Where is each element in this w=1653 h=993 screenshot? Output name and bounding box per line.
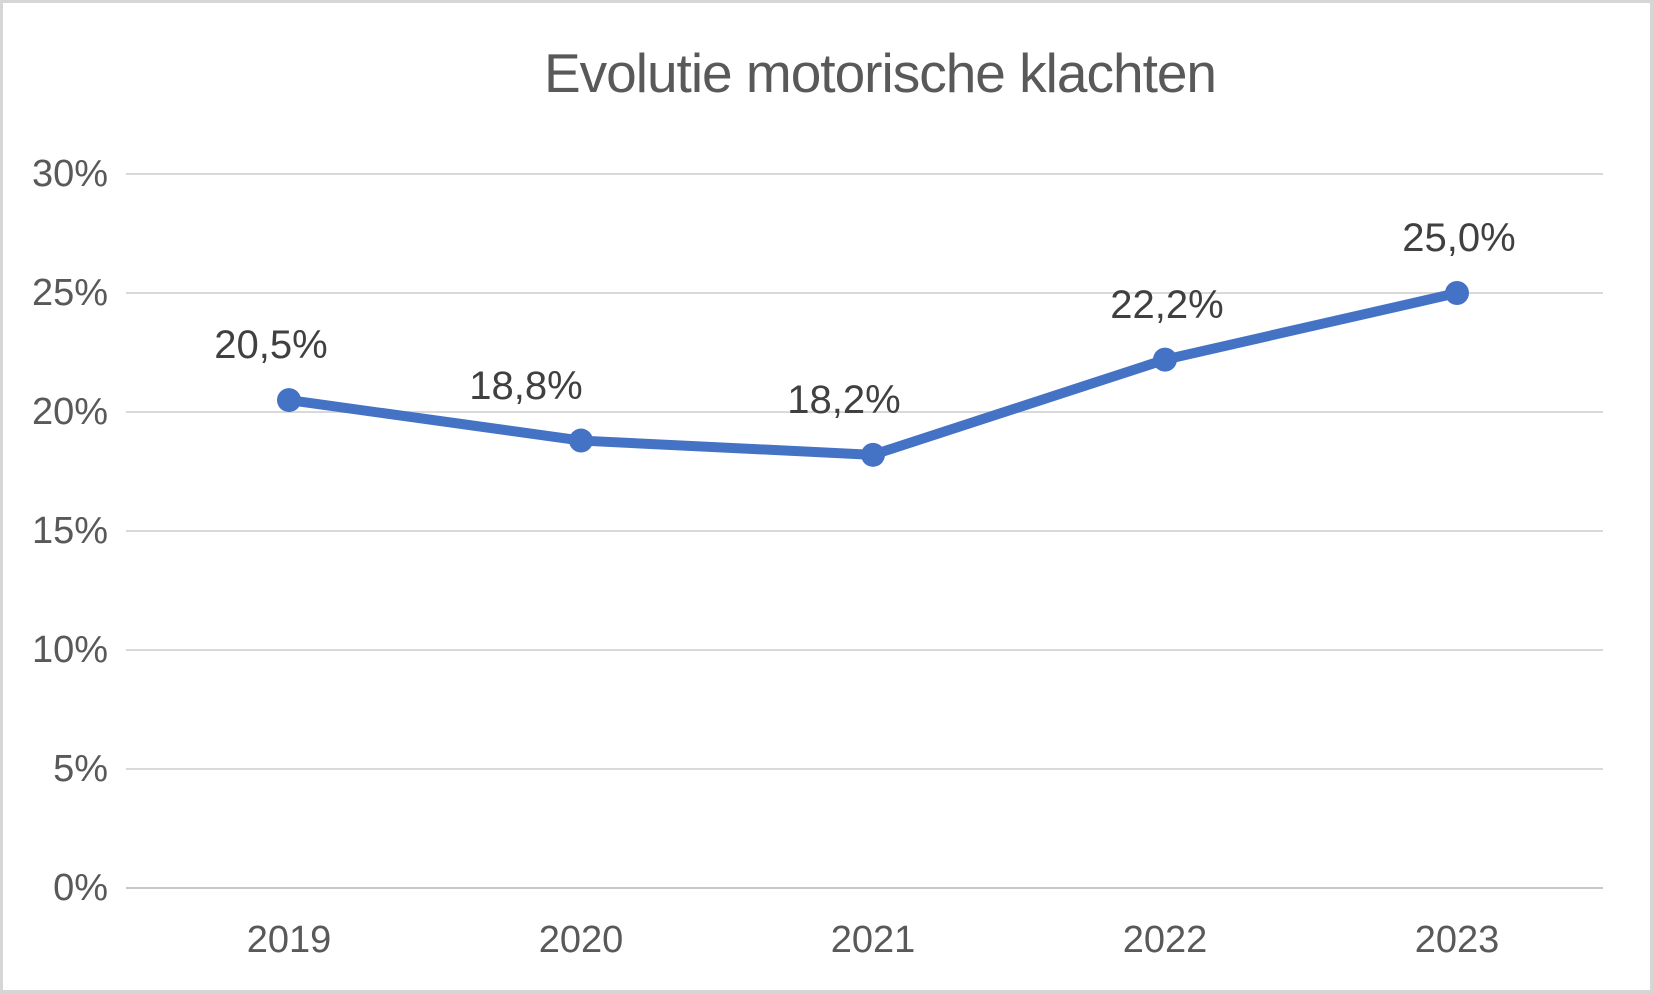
y-axis-tick-label: 5% [53,748,108,790]
gridline [126,292,1603,294]
x-axis-tick-label: 2023 [1414,919,1500,961]
data-point-marker [1153,347,1177,372]
gridline [126,173,1603,175]
x-axis-tick-label: 2022 [1122,919,1208,961]
x-axis-tick-label: 2021 [830,919,916,961]
y-axis-tick-label: 0% [53,867,108,909]
data-point-marker [1445,281,1469,305]
y-axis-tick-label: 10% [31,629,108,671]
gridline [126,411,1603,413]
x-axis-tick-label: 2020 [538,919,624,961]
y-axis-tick-label: 25% [31,272,108,314]
gridline [126,887,1603,889]
data-point-label: 20,5% [214,323,328,368]
data-point-label: 18,2% [787,377,901,422]
line-series-layer [277,281,1469,467]
y-axis-tick-label: 15% [31,510,108,552]
y-axis-tick-label: 20% [31,391,108,433]
data-point-marker [569,428,593,453]
gridline [126,530,1603,532]
data-point-label: 22,2% [1110,282,1224,327]
gridline [126,768,1603,770]
chart-title: Evolutie motorische klachten [543,42,1217,104]
data-point-label: 25,0% [1402,216,1516,260]
data-point-marker [277,388,301,413]
data-point-marker [861,442,885,467]
y-axis-tick-label: 30% [31,153,108,195]
data-point-label: 18,8% [469,363,583,408]
gridline [126,649,1603,651]
x-axis-tick-label: 2019 [246,919,332,961]
